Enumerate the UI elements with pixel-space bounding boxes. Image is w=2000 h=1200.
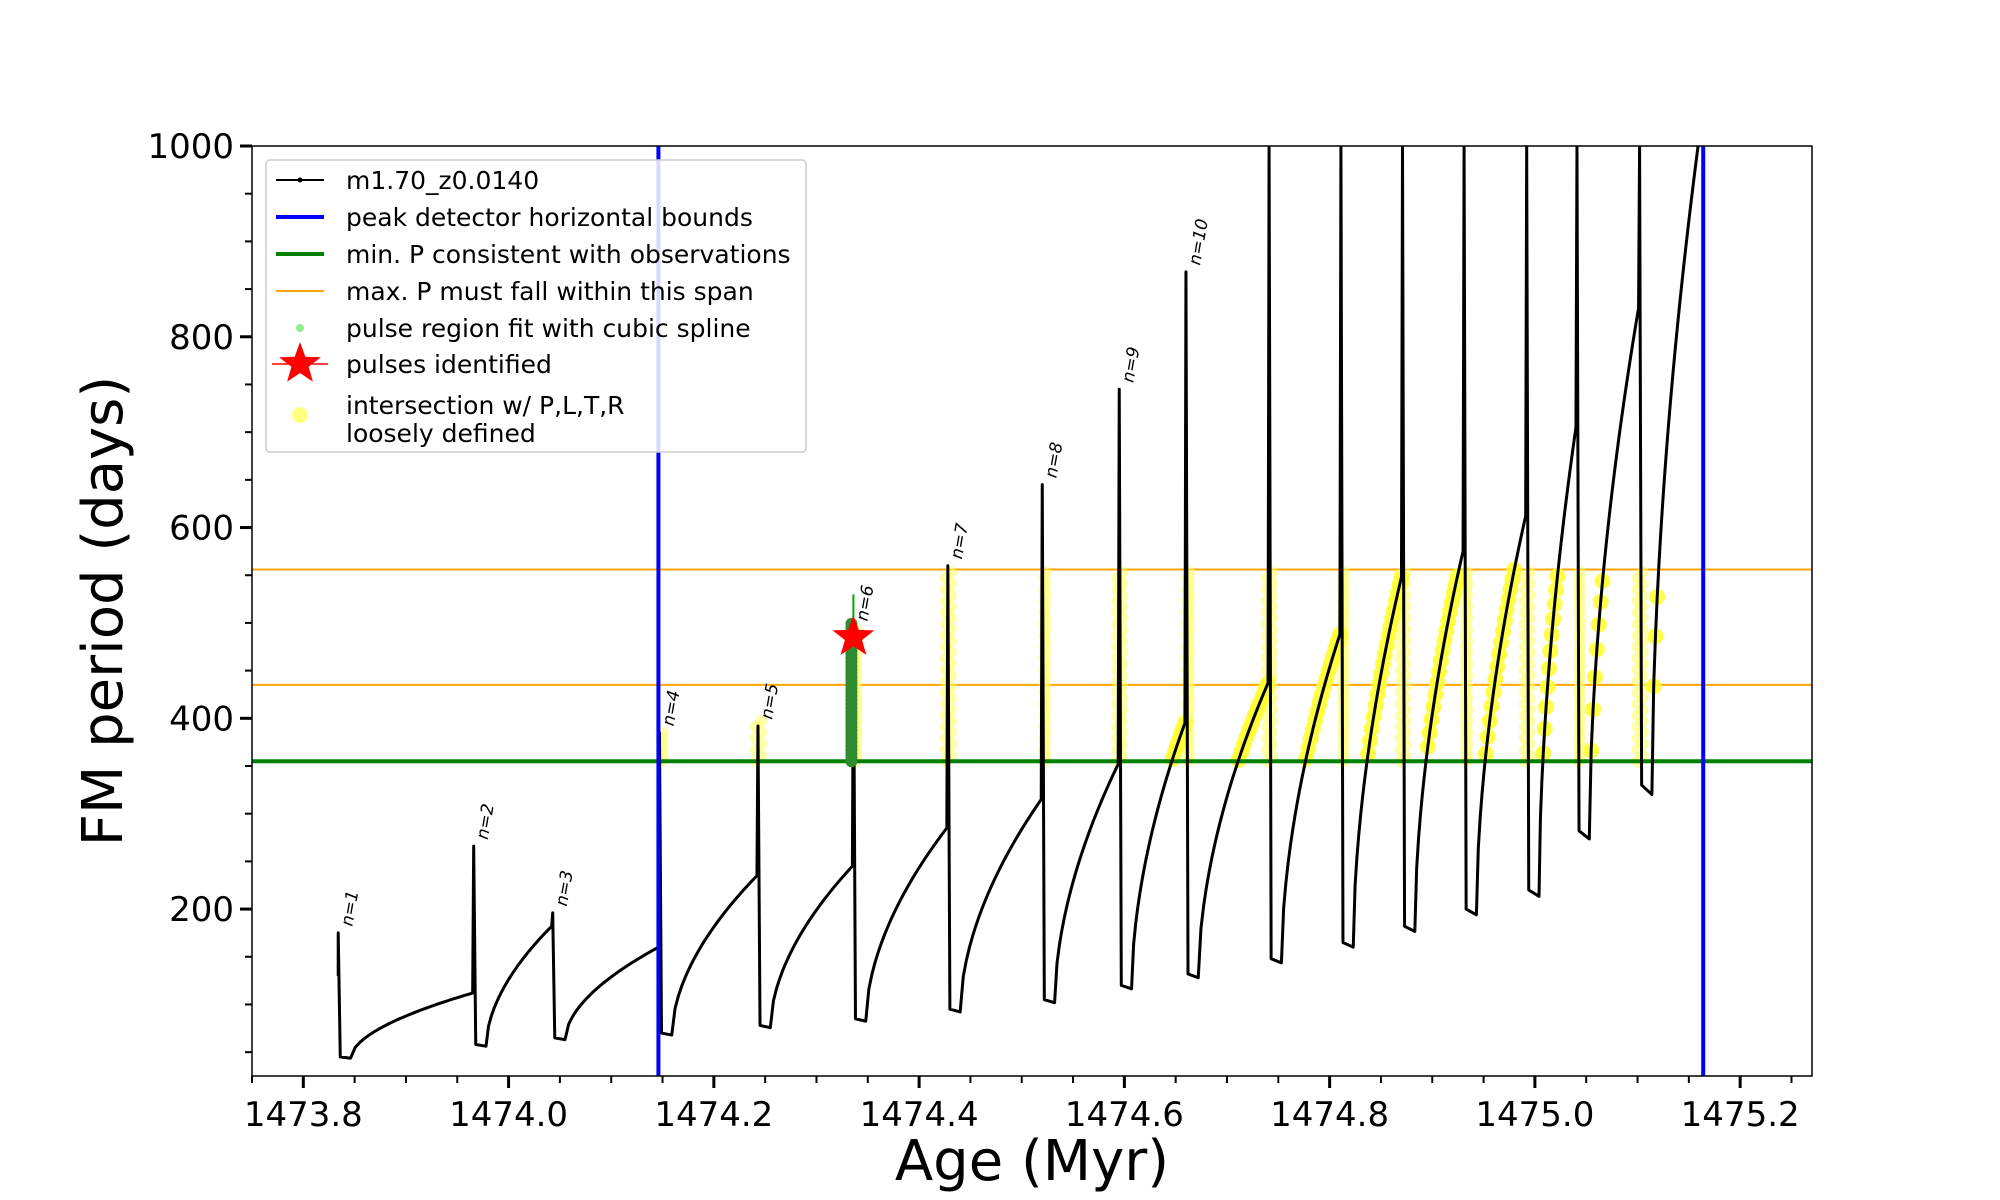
- x-tick-label: 1474.4: [860, 1095, 979, 1135]
- x-tick-label: 1474.2: [654, 1095, 773, 1135]
- x-tick-label: 1474.8: [1270, 1095, 1389, 1135]
- legend-swatch: [296, 324, 304, 332]
- x-tick-label: 1473.8: [244, 1095, 363, 1135]
- legend-label: intersection w/ P,L,T,R: [346, 391, 625, 420]
- x-tick-label: 1475.0: [1475, 1095, 1594, 1135]
- spline-region: [845, 594, 858, 768]
- y-tick-label: 600: [169, 509, 234, 549]
- y-axis: 200 400 600 800 1000: [147, 127, 252, 1054]
- identified-pulse-marker: [832, 615, 875, 655]
- y-tick-label: 400: [169, 699, 234, 739]
- legend-label: min. P consistent with observations: [346, 240, 791, 269]
- pulse-labels: n=1n=2n=3n=4 n=5n=6n=7n=8n=9n=10: [337, 217, 1213, 927]
- intersection-point: [755, 715, 768, 728]
- legend-label: loosely defined: [346, 419, 536, 448]
- x-axis-title: Age (Myr): [895, 1129, 1169, 1194]
- legend-label: max. P must fall within this span: [346, 277, 754, 306]
- intersection-point: [1523, 566, 1536, 579]
- legend-label: peak detector horizontal bounds: [346, 203, 753, 232]
- plot-frame: [251, 145, 1813, 1077]
- x-tick-label: 1474.6: [1065, 1095, 1184, 1135]
- legend-swatch: [292, 407, 308, 423]
- legend-label: m1.70_z0.0140: [346, 166, 539, 195]
- x-tick-label: 1475.2: [1681, 1095, 1800, 1135]
- pulse-star: [832, 615, 875, 655]
- y-axis-title: FM period (days): [71, 376, 136, 846]
- legend-label: pulses identified: [346, 350, 552, 379]
- legend-swatch-marker: [297, 177, 303, 183]
- period-track-line: [336, 146, 1700, 1060]
- legend-box: [265, 159, 807, 453]
- x-tick-label: 1474.0: [449, 1095, 568, 1135]
- intersection-point: [1574, 566, 1587, 579]
- legend-label: pulse region fit with cubic spline: [346, 314, 751, 343]
- y-tick-label: 200: [169, 890, 234, 930]
- y-tick-label: 800: [169, 318, 234, 358]
- legend-swatch: [279, 342, 321, 382]
- period-track: [336, 146, 1700, 1060]
- x-axis: 1473.8 1474.0 1474.2 1474.4 1474.6 1474.8 1475…: [244, 1076, 1800, 1135]
- y-tick-label: 1000: [147, 127, 234, 167]
- intersection-point: [1636, 566, 1649, 579]
